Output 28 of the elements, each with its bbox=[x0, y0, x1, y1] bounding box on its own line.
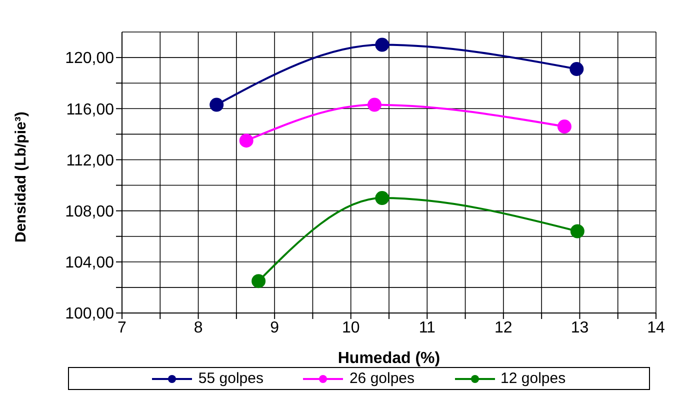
y-tick-label: 120,00 bbox=[65, 50, 114, 68]
x-tick-label: 12 bbox=[494, 319, 512, 336]
y-tick-label: 112,00 bbox=[66, 152, 114, 170]
point bbox=[375, 38, 390, 52]
legend-label: 55 golpes bbox=[198, 370, 264, 387]
point bbox=[570, 62, 584, 76]
x-tick-label: 7 bbox=[118, 319, 127, 336]
y-tick-label: 116,00 bbox=[66, 101, 114, 118]
point bbox=[368, 98, 382, 112]
y-tick-label: 100,00 bbox=[65, 306, 114, 323]
legend-label: 26 golpes bbox=[349, 370, 415, 387]
legend-label: 12 golpes bbox=[500, 370, 566, 387]
point bbox=[239, 134, 254, 148]
x-tick-label: 10 bbox=[342, 319, 360, 336]
x-tick-label: 14 bbox=[647, 319, 665, 336]
point bbox=[375, 191, 390, 206]
point bbox=[557, 120, 572, 134]
x-tick-label: 9 bbox=[270, 319, 280, 336]
x-tick-label: 8 bbox=[194, 319, 203, 336]
point bbox=[570, 224, 584, 238]
x-tick-label: 13 bbox=[570, 319, 589, 336]
point bbox=[210, 98, 224, 112]
x-axis-title: Humedad (%) bbox=[338, 350, 440, 367]
y-tick-label: 108,00 bbox=[65, 204, 114, 220]
point bbox=[252, 274, 266, 288]
x-tick-label: 11 bbox=[418, 319, 436, 336]
y-tick-label: 104,00 bbox=[65, 254, 114, 272]
y-axis-title: Densidad (Lb/pie³) bbox=[12, 112, 30, 242]
